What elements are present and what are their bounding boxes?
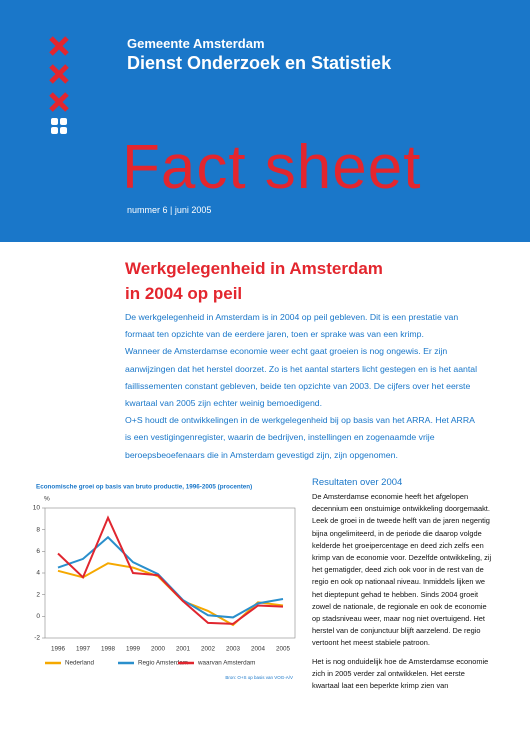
intro: De werkgelegenheid in Amsterdam is in 20… bbox=[125, 309, 480, 464]
x-tick-label: 2003 bbox=[226, 646, 241, 653]
headline-line: Werkgelegenheid in Amsterdam bbox=[125, 259, 383, 278]
paragraph: De Amsterdamse economie heeft het afgelo… bbox=[312, 492, 492, 648]
y-tick-label: 2 bbox=[36, 591, 40, 598]
legend-label: Regio Amsterdam bbox=[138, 660, 188, 667]
x-tick-label: 1997 bbox=[76, 646, 91, 653]
y-label: % bbox=[44, 496, 50, 503]
headline-line: in 2004 op peil bbox=[125, 284, 243, 303]
paragraph: Wanneer de Amsterdamse economie weer ech… bbox=[125, 346, 478, 409]
header-band: Gemeente Amsterdam Dienst Onderzoek en S… bbox=[0, 0, 530, 242]
series-line bbox=[57, 535, 284, 619]
chart: Economische groei op basis van bruto pro… bbox=[33, 484, 296, 680]
organization: Gemeente Amsterdam bbox=[127, 36, 265, 51]
x-tick-label: 2005 bbox=[276, 646, 291, 653]
title: Fact sheet bbox=[122, 133, 422, 202]
x-tick-label: 2004 bbox=[251, 646, 266, 653]
chart-title: Economische groei op basis van bruto pro… bbox=[36, 484, 252, 491]
source: Bron: O+S op basis van VOG-A/V bbox=[225, 675, 293, 680]
paragraph: O+S houdt de ontwikkelingen in de werkge… bbox=[125, 415, 475, 460]
logo bbox=[49, 36, 69, 134]
issue: nummer 6 | juni 2005 bbox=[127, 205, 212, 215]
legend-label: Nederland bbox=[65, 660, 95, 667]
plot-frame bbox=[44, 507, 296, 639]
department: Dienst Onderzoek en Statistiek bbox=[127, 53, 392, 73]
series-line bbox=[57, 515, 284, 625]
y-tick-label: 10 bbox=[33, 505, 41, 512]
x-tick-label: 1999 bbox=[126, 646, 141, 653]
paragraph: De werkgelegenheid in Amsterdam is in 20… bbox=[125, 312, 459, 340]
x-tick-label: 2000 bbox=[151, 646, 166, 653]
x-tick-label: 1996 bbox=[51, 646, 66, 653]
y-tick-label: 8 bbox=[36, 526, 40, 533]
series-line bbox=[57, 562, 284, 627]
x-tick-label: 2001 bbox=[176, 646, 191, 653]
y-tick-label: -2 bbox=[34, 635, 40, 642]
section-text: De Amsterdamse economie heeft het afgelo… bbox=[312, 491, 492, 692]
paragraph: Het is nog onduidelijk hoe de Amsterdams… bbox=[312, 656, 489, 691]
x-tick-label: 2002 bbox=[201, 646, 216, 653]
legend-label: waarvan Amsterdam bbox=[197, 660, 255, 667]
y-tick-label: 6 bbox=[36, 548, 40, 555]
section-title: Resultaten over 2004 bbox=[312, 477, 403, 488]
headline: Werkgelegenheid in Amsterdam in 2004 op … bbox=[125, 256, 383, 306]
y-tick-label: 4 bbox=[36, 570, 40, 577]
x-tick-label: 1998 bbox=[101, 646, 116, 653]
y-tick-label: 0 bbox=[36, 613, 40, 620]
